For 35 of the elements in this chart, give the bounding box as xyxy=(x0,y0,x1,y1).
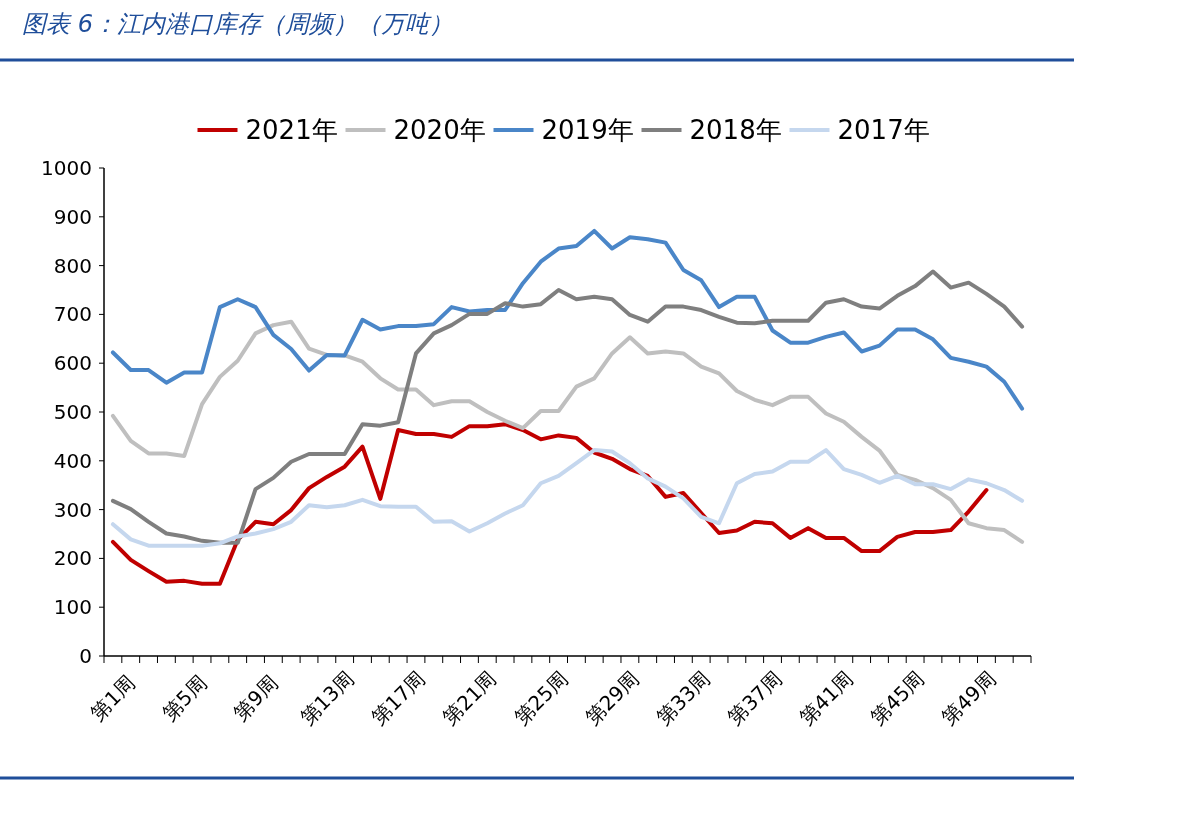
line-series xyxy=(110,448,1025,548)
line-series xyxy=(110,319,1025,544)
line-series xyxy=(110,228,1025,411)
legend-label: 2018年 xyxy=(689,115,782,145)
x-tick-label: 第17周 xyxy=(366,666,430,730)
x-tick-label: 第5周 xyxy=(157,670,212,726)
legend-label: 2017年 xyxy=(837,115,930,145)
y-tick-label: 900 xyxy=(53,204,92,229)
x-tick-label: 第1周 xyxy=(85,670,141,726)
x-tick-label: 第25周 xyxy=(509,666,573,730)
x-tick-label: 第49周 xyxy=(936,666,1001,730)
y-tick-label: 500 xyxy=(53,400,92,424)
chart-title: 图表 6：江内港口库存（周频）（万吨） xyxy=(22,10,453,38)
x-tick-label: 第29周 xyxy=(580,666,644,730)
y-tick-label: 300 xyxy=(53,497,92,522)
x-tick-label: 第21周 xyxy=(437,666,502,730)
y-tick-label: 700 xyxy=(53,302,92,327)
y-tick-label: 200 xyxy=(53,546,92,571)
line-series xyxy=(110,269,1025,545)
x-tick-label: 第37周 xyxy=(723,666,787,730)
x-tick-label: 第33周 xyxy=(651,666,715,730)
x-tick-label: 第45周 xyxy=(865,666,929,730)
y-tick-label: 0 xyxy=(79,644,92,668)
x-tick-label: 第13周 xyxy=(295,666,359,730)
line-series xyxy=(110,422,989,586)
y-tick-label: 800 xyxy=(53,253,92,278)
y-tick-label: 100 xyxy=(53,595,92,620)
legend-label: 2021年 xyxy=(245,115,338,145)
legend-label: 2019年 xyxy=(541,115,634,145)
y-tick-label: 600 xyxy=(53,351,92,376)
y-tick-label: 1000 xyxy=(41,156,92,180)
legend-label: 2020年 xyxy=(393,115,486,145)
y-tick-label: 400 xyxy=(53,448,92,473)
x-tick-label: 第9周 xyxy=(228,670,283,726)
x-tick-label: 第41周 xyxy=(794,666,858,730)
